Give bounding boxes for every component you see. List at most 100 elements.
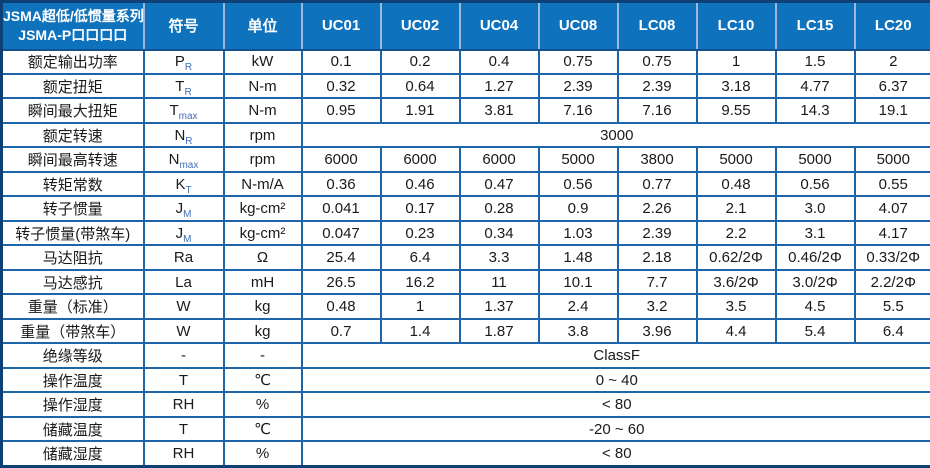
value-cell: 5000	[774, 146, 856, 173]
value-cell: 3.81	[458, 97, 540, 124]
unit-cell: kg-cm²	[222, 195, 303, 222]
merged-value-cell: < 80	[300, 440, 930, 468]
symbol-text: P	[174, 53, 185, 71]
symbol-subscript: M	[183, 209, 192, 221]
table-row-torque-constant: 转矩常数 KT N-m/A 0.36 0.46 0.47 0.56 0.77 0…	[0, 170, 930, 198]
symbol-subscript: M	[183, 233, 192, 245]
value-cell: 5000	[695, 146, 777, 173]
value-cell: 0.64	[379, 72, 461, 100]
value-cell: 1.03	[537, 219, 619, 247]
series-title-line2: JSMA-P口口口口	[18, 26, 128, 43]
symbol-text: N	[168, 151, 180, 169]
symbol-cell: JM	[142, 195, 225, 222]
value-cell: 7.16	[616, 97, 698, 124]
value-cell: 3.2	[616, 293, 698, 320]
merged-value-cell: 3000	[300, 121, 930, 149]
value-cell: 2	[853, 48, 930, 76]
value-cell: 6000	[379, 146, 461, 173]
symbol-text: J	[175, 200, 184, 218]
symbol-subscript: max	[178, 111, 198, 123]
symbol-text: W	[176, 322, 191, 340]
table-row-rated-speed: 额定转速 NR rpm 3000	[0, 121, 930, 149]
value-cell: 3.0	[774, 195, 856, 222]
value-cell: 4.4	[695, 317, 777, 345]
row-label: 转子惯量(带煞车)	[0, 219, 145, 247]
value-cell: 1.37	[458, 293, 540, 320]
symbol-subscript: T	[185, 184, 192, 196]
value-cell: 3.0/2Φ	[774, 268, 856, 296]
symbol-cell: Tmax	[142, 97, 225, 124]
symbol-cell: JM	[142, 219, 225, 247]
model-column-header-uc01: UC01	[300, 1, 382, 51]
value-cell: 2.26	[616, 195, 698, 222]
unit-cell: rpm	[222, 146, 303, 173]
value-cell: 0.7	[300, 317, 382, 345]
value-cell: 7.16	[537, 97, 619, 124]
value-cell: 4.5	[774, 293, 856, 320]
row-label: 储藏湿度	[0, 440, 145, 468]
value-cell: 0.33/2Φ	[853, 244, 930, 271]
table-row-insulation-class: 绝缘等级 - - ClassF	[0, 342, 930, 369]
row-label: 操作湿度	[0, 391, 145, 418]
value-cell: 0.46	[379, 170, 461, 198]
value-cell: 2.4	[537, 293, 619, 320]
unit-cell: kg-cm²	[222, 219, 303, 247]
value-cell: 1.4	[379, 317, 461, 345]
value-cell: 1.27	[458, 72, 540, 100]
value-cell: 0.28	[458, 195, 540, 222]
value-cell: 7.7	[616, 268, 698, 296]
value-cell: 0.041	[300, 195, 382, 222]
series-title-cell: JSMA超低/低惯量系列 JSMA-P口口口口	[1, 1, 145, 51]
unit-cell: kg	[222, 317, 303, 345]
value-cell: 2.39	[537, 72, 619, 100]
unit-column-header: 单位	[222, 1, 303, 51]
unit-cell: kW	[222, 48, 303, 76]
symbol-cell: NR	[142, 121, 225, 149]
symbol-text: RH	[172, 445, 195, 463]
symbol-cell: La	[142, 268, 225, 296]
symbol-text: T	[178, 371, 189, 389]
symbol-cell: W	[142, 317, 225, 345]
table-row-weight-standard: 重量（标准） W kg 0.48 1 1.37 2.4 3.2 3.5 4.5 …	[0, 293, 930, 320]
value-cell: 0.9	[537, 195, 619, 222]
unit-cell: mH	[222, 268, 303, 296]
model-column-header-uc04: UC04	[458, 1, 540, 51]
value-cell: 3.5	[695, 293, 777, 320]
model-column-header-lc08: LC08	[616, 1, 698, 51]
value-cell: 2.2/2Φ	[853, 268, 930, 296]
symbol-cell: -	[142, 342, 225, 369]
row-label: 额定扭矩	[0, 72, 145, 100]
table-row-rated-torque: 额定扭矩 TR N-m 0.32 0.64 1.27 2.39 2.39 3.1…	[0, 72, 930, 100]
value-cell: 26.5	[300, 268, 382, 296]
unit-cell: kg	[222, 293, 303, 320]
value-cell: 0.48	[695, 170, 777, 198]
value-cell: 3.6/2Φ	[695, 268, 777, 296]
row-label: 瞬间最高转速	[0, 146, 145, 173]
value-cell: 0.56	[537, 170, 619, 198]
value-cell: 4.77	[774, 72, 856, 100]
value-cell: 5000	[537, 146, 619, 173]
value-cell: 5000	[853, 146, 930, 173]
unit-cell: -	[222, 342, 303, 369]
table-row-peak-torque: 瞬间最大扭矩 Tmax N-m 0.95 1.91 3.81 7.16 7.16…	[0, 97, 930, 124]
value-cell: 9.55	[695, 97, 777, 124]
row-label: 瞬间最大扭矩	[0, 97, 145, 124]
value-cell: 6.37	[853, 72, 930, 100]
symbol-text: T	[175, 77, 185, 95]
table-row-rotor-inertia-brake: 转子惯量(带煞车) JM kg-cm² 0.047 0.23 0.34 1.03…	[0, 219, 930, 247]
value-cell: 16.2	[379, 268, 461, 296]
value-cell: 0.1	[300, 48, 382, 76]
value-cell: 2.1	[695, 195, 777, 222]
value-cell: 3.8	[537, 317, 619, 345]
value-cell: 0.2	[379, 48, 461, 76]
row-label: 储藏温度	[0, 415, 145, 443]
value-cell: 0.4	[458, 48, 540, 76]
value-cell: 2.18	[616, 244, 698, 271]
value-cell: 0.047	[300, 219, 382, 247]
value-cell: 1.87	[458, 317, 540, 345]
value-cell: 2.39	[616, 72, 698, 100]
value-cell: 11	[458, 268, 540, 296]
value-cell: 6.4	[379, 244, 461, 271]
symbol-cell: Nmax	[142, 146, 225, 173]
value-cell: 0.36	[300, 170, 382, 198]
